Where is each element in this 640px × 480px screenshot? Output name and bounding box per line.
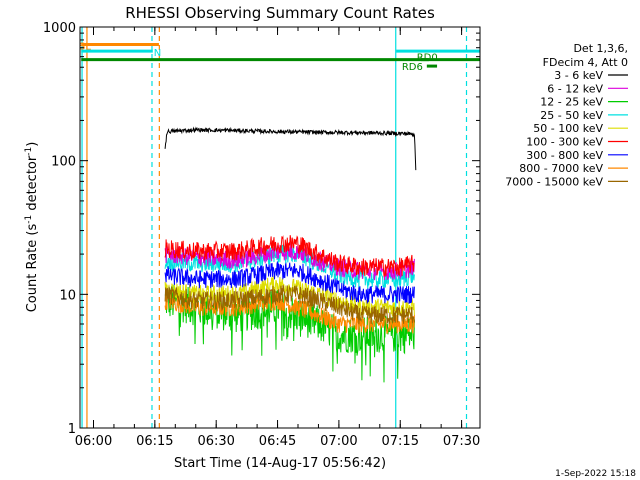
x-tick-label: 07:15: [382, 434, 419, 449]
series-line: [164, 292, 415, 335]
y-axis: 1 10 100 1000: [43, 21, 480, 437]
event-markers: [81, 27, 468, 428]
y-tick-label: 10: [59, 288, 76, 303]
legend-entry-label: 6 - 12 keV: [547, 82, 603, 95]
flag-label: SL: [79, 41, 91, 52]
flag-label: RD0: [417, 53, 438, 64]
legend-header: FDecim 4, Att 0: [543, 56, 628, 69]
legend-entry-label: 3 - 6 keV: [554, 69, 603, 82]
x-tick-label: 07:30: [443, 434, 480, 449]
series-line: [164, 285, 415, 325]
legend-entry-label: 300 - 800 keV: [526, 149, 603, 162]
chart-title: RHESSI Observing Summary Count Rates: [125, 4, 435, 22]
legend-entry-label: 50 - 100 keV: [533, 122, 603, 135]
y-axis-label: Count Rate (s-1 detector-1): [24, 142, 40, 313]
x-axis-label: Start Time (14-Aug-17 05:56:42): [174, 456, 386, 471]
x-axis: 06:00 06:15 06:30 06:45 07:00 07:15 07:30: [75, 27, 480, 449]
legend-entry-label: 800 - 7000 keV: [519, 162, 603, 175]
series-line: [164, 235, 415, 278]
flag-label: N: [154, 48, 161, 59]
legend-entry-label: 25 - 50 keV: [540, 109, 603, 122]
plot-frame: [79, 26, 481, 429]
x-tick-label: 06:45: [259, 434, 296, 449]
series-line: [164, 126, 417, 171]
y-tick-label: 100: [51, 155, 76, 170]
series-line: [164, 261, 415, 304]
legend-entry-label: 12 - 25 keV: [540, 96, 603, 109]
flag-label: RD6: [402, 62, 423, 73]
legend-header: Det 1,3,6,: [573, 42, 628, 55]
x-tick-label: 06:15: [136, 434, 173, 449]
y-tick-label: 1000: [43, 21, 76, 36]
legend-entry-label: 7000 - 15000 keV: [505, 175, 603, 188]
y-tick-label: 1: [68, 422, 76, 437]
series-lines: [164, 126, 417, 383]
legend-entry-label: 100 - 300 keV: [526, 136, 603, 149]
x-tick-label: 06:00: [75, 434, 112, 449]
footer-date: 1-Sep-2022 15:18: [555, 469, 636, 479]
x-tick-label: 06:30: [197, 434, 234, 449]
x-tick-label: 07:00: [320, 434, 357, 449]
